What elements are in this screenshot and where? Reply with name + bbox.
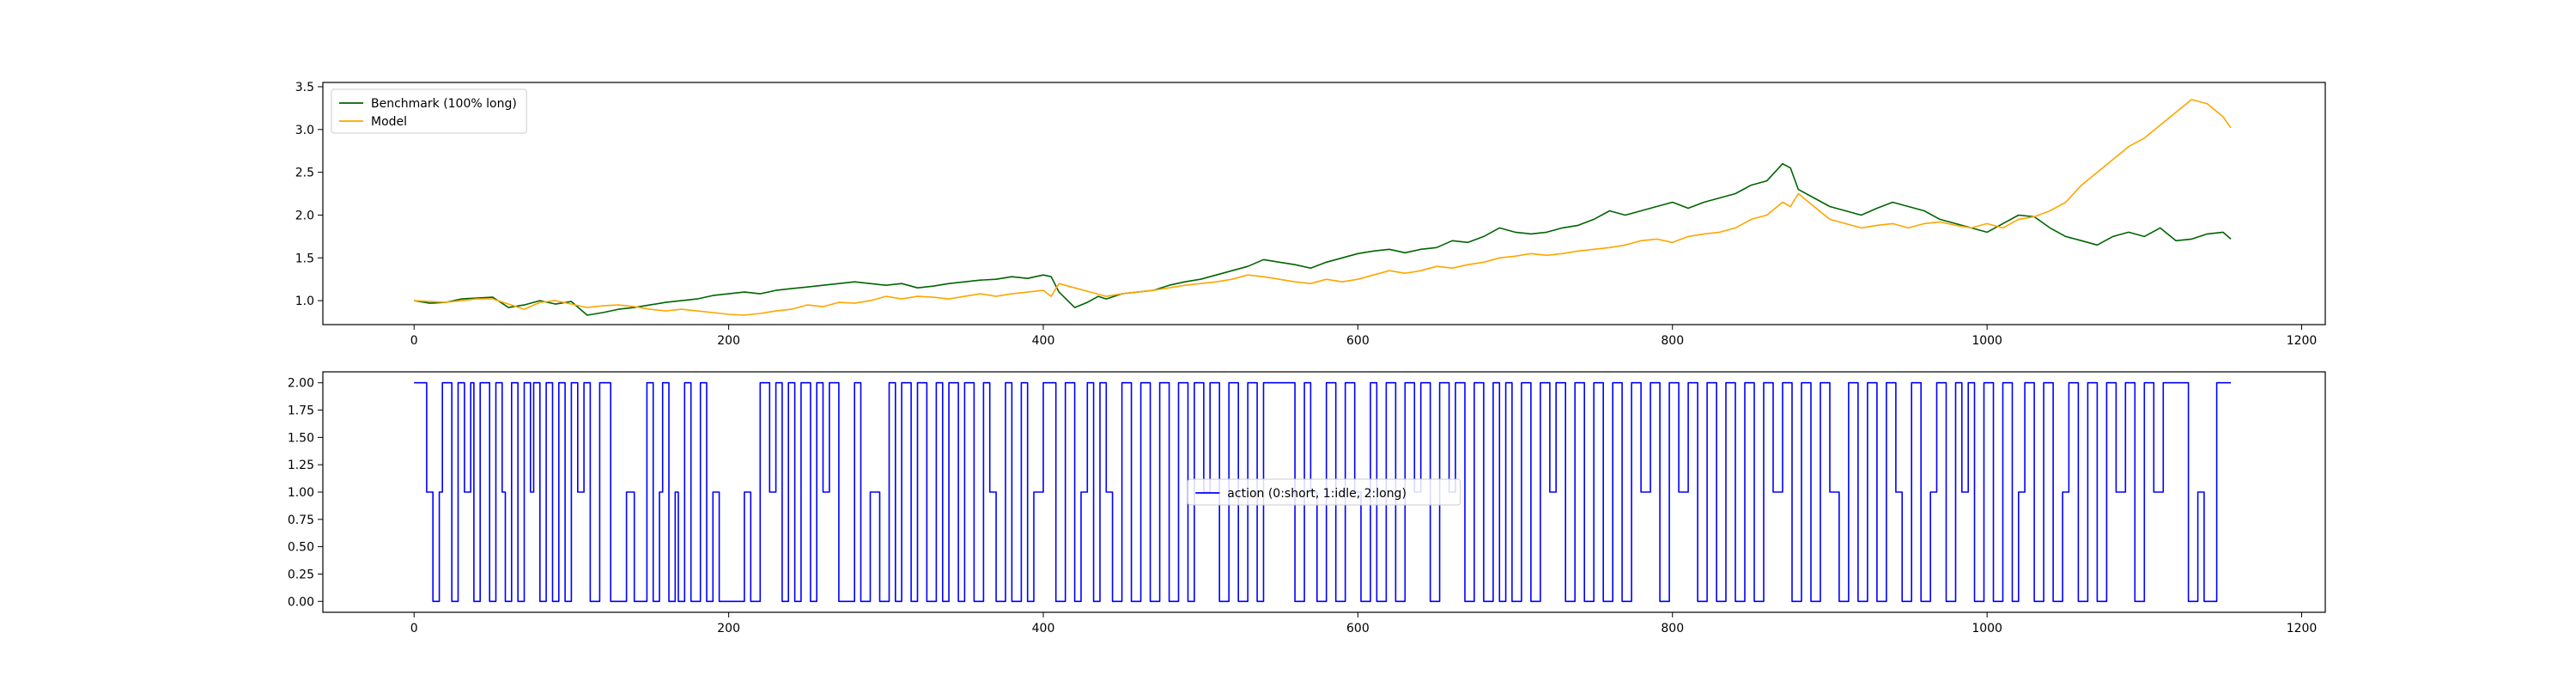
y-tick-label: 0.00 (288, 595, 314, 609)
legend-label-1: Model (371, 115, 407, 129)
y-tick-label: 2.00 (288, 377, 314, 391)
y-tick-label: 3.5 (295, 81, 314, 94)
axes-frame (322, 82, 2326, 325)
y-axis: 1.0 1.5 2.0 2.5 3.0 3.5 (295, 81, 323, 308)
series-layer (414, 99, 2232, 316)
x-tick-label: 0 (410, 334, 418, 348)
x-tick-label: 800 (1661, 622, 1684, 635)
legend-box (1187, 478, 1461, 506)
x-tick-label: 1000 (1971, 622, 2002, 635)
x-tick-label: 200 (717, 622, 740, 635)
y-tick-label: 2.5 (295, 167, 314, 180)
chart-actions: 0 200 400 600 800 1000 1200 0.00 0.25 0.50 0.75 1.… (288, 371, 2326, 635)
x-axis: 0 200 400 600 800 1000 1200 (410, 325, 2318, 348)
x-tick-label: 800 (1661, 334, 1684, 348)
series-line-1 (414, 99, 2232, 316)
y-tick-label: 1.5 (295, 252, 314, 265)
series-line-0 (414, 162, 2232, 316)
x-tick-label: 1000 (1971, 334, 2002, 348)
y-tick-label: 1.0 (295, 295, 314, 308)
y-tick-label: 2.0 (295, 209, 314, 222)
legend-label-0: action (0:short, 1:idle, 2:long) (1227, 487, 1406, 501)
x-tick-label: 600 (1346, 622, 1370, 635)
legend: action (0:short, 1:idle, 2:long) (1187, 478, 1461, 506)
x-tick-label: 400 (1032, 622, 1055, 635)
y-tick-label: 0.75 (288, 514, 314, 527)
y-tick-label: 1.75 (288, 404, 314, 418)
legend-label-0: Benchmark (100% long) (371, 97, 517, 111)
x-tick-label: 1200 (2287, 334, 2318, 348)
y-tick-label: 0.25 (288, 568, 314, 581)
x-tick-label: 400 (1032, 334, 1055, 348)
y-tick-label: 1.00 (288, 486, 314, 500)
y-tick-label: 0.50 (288, 541, 314, 555)
x-tick-label: 600 (1346, 334, 1370, 348)
legend: Benchmark (100% long) Model (331, 88, 527, 134)
y-tick-label: 3.0 (295, 124, 314, 137)
y-axis: 0.00 0.25 0.50 0.75 1.00 1.25 1.50 1.75 2.00 (288, 377, 323, 609)
y-tick-label: 1.25 (288, 459, 314, 472)
y-tick-label: 1.50 (288, 431, 314, 445)
x-tick-label: 0 (410, 622, 418, 635)
x-tick-label: 1200 (2287, 622, 2318, 635)
x-axis: 0 200 400 600 800 1000 1200 (410, 612, 2318, 635)
chart-portfolio-value: 0 200 400 600 800 1000 1200 1.0 1.5 2.0 2.5 3.0 3.5… (295, 81, 2326, 348)
legend-box (331, 88, 527, 134)
x-tick-label: 200 (717, 334, 740, 348)
